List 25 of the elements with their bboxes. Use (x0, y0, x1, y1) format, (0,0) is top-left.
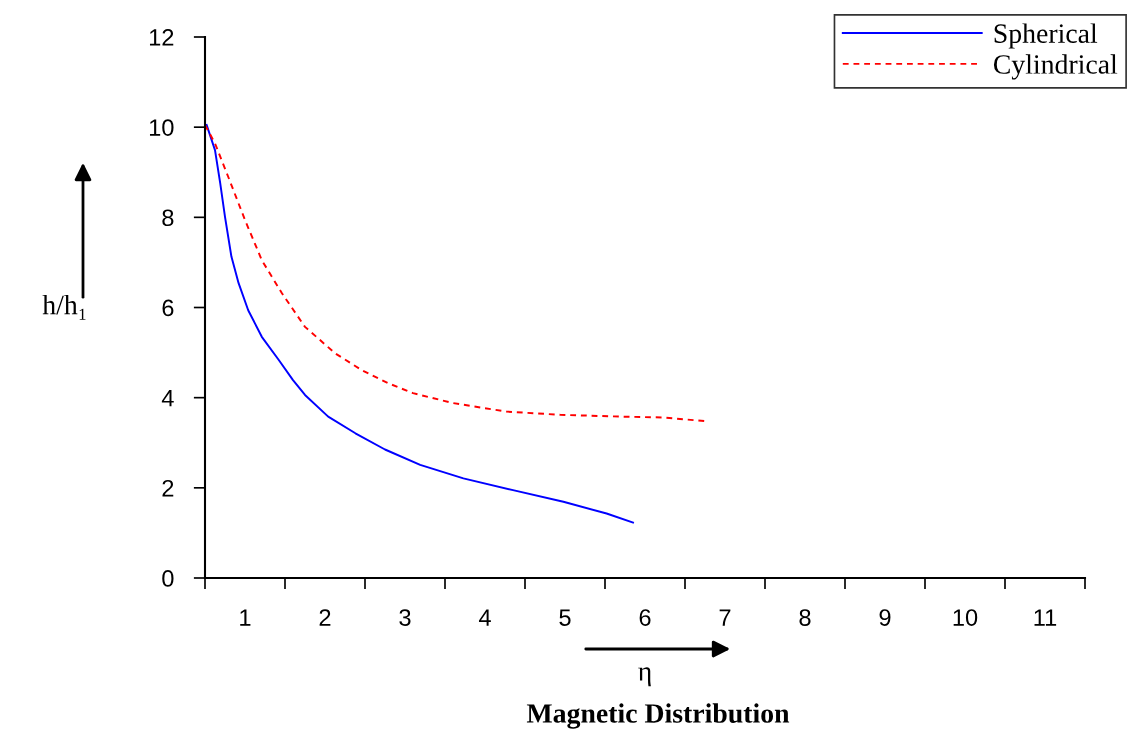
x-axis-title: η (638, 667, 651, 687)
x-tick-label: 1 (240, 609, 251, 626)
text: Magnetic Distribution (526, 703, 790, 729)
x-tick-label: 10 (953, 609, 978, 626)
line-series (205, 123, 634, 524)
y-tick-label: 8 (162, 209, 174, 227)
y-axis-title: h/h₁ (42, 294, 86, 320)
y-tick-label: 4 (161, 389, 174, 407)
y-tick-label: 12 (149, 29, 174, 46)
x-tick-label: 8 (799, 609, 811, 626)
y-tick-label: 10 (149, 119, 174, 136)
x-tick-label: 6 (639, 609, 651, 626)
x-tick-label: 9 (879, 609, 891, 626)
x-tick-label: 11 (1034, 609, 1057, 626)
x-tick-label: 3 (399, 609, 411, 626)
y-tick-label: 0 (162, 570, 174, 587)
x-tick-label: 2 (319, 609, 331, 626)
x-tick-label: 4 (478, 609, 491, 626)
x-tick-label: 5 (559, 609, 571, 626)
y-tick-label: 2 (162, 479, 174, 497)
line-series (205, 123, 706, 423)
x-tick-label: 7 (719, 609, 731, 626)
legend-label: Cylindrical (993, 54, 1118, 80)
y-tick-label: 6 (162, 299, 174, 317)
legend-label: Spherical (994, 23, 1098, 49)
